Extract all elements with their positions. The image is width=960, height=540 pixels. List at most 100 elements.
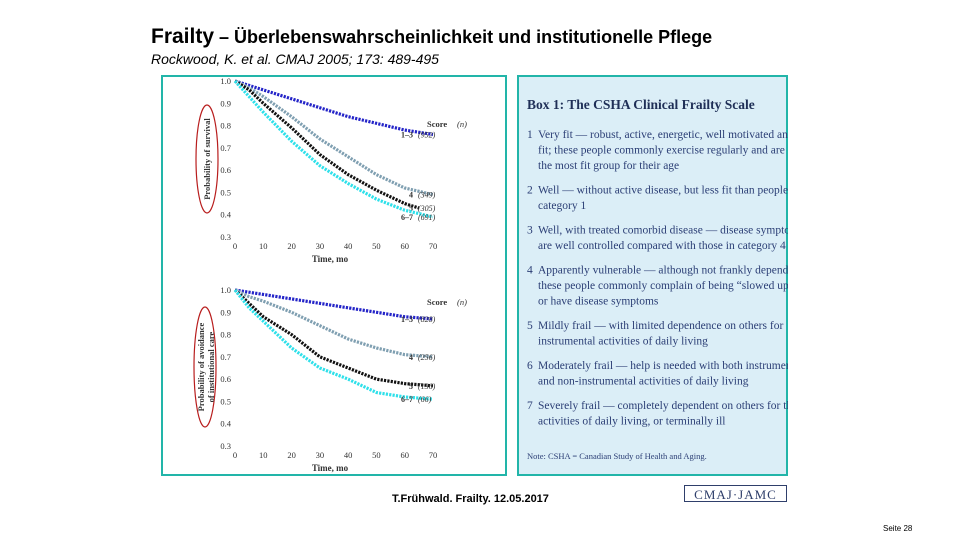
x-tick-label: 60 [400,241,409,251]
y-tick-label: 0.3 [220,441,231,451]
y-axis-label-line: Probability of avoidance [196,322,206,411]
legend-n: (n) [457,297,467,307]
series-line-4 [234,288,434,359]
y-tick-label: 0.9 [220,98,231,108]
series-n: (136) [418,382,436,391]
box-item-text: Apparently vulnerable — although not fra… [538,265,788,277]
x-tick-label: 40 [344,450,353,460]
box-item-number: 4 [527,265,533,277]
box-item-number: 3 [527,225,533,237]
figure-svg: Box 1: The CSHA Clinical Frailty Scale 1 V… [161,75,805,476]
series-line-1–3 [234,79,434,137]
series-label: 4 [409,191,413,200]
y-tick-label: 1.0 [220,285,231,295]
legend-title: Score [427,297,447,307]
citation: Rockwood, K. et al. CMAJ 2005; 173: 489-… [151,51,439,67]
x-tick-label: 10 [259,450,268,460]
box-item-number: 7 [527,400,533,412]
series-n: (952) [418,130,436,139]
y-tick-label: 0.6 [220,374,231,384]
series-n: (256) [418,353,436,362]
x-tick-label: 20 [287,450,296,460]
y-axis-label-line: of institutional care [206,331,216,402]
y-tick-label: 0.5 [220,187,231,197]
box-item-number: 1 [527,129,533,141]
series-n: (828) [418,315,436,324]
box-item-text: these people commonly complain of being … [538,280,788,292]
x-tick-label: 50 [372,241,381,251]
x-tick-label: 20 [287,241,296,251]
x-tick-label: 30 [316,450,325,460]
series-line-5 [234,79,420,210]
x-tick-label: 50 [372,450,381,460]
footer-text: T.Frühwald. Frailty. 12.05.2017 [392,493,549,505]
box-item-text: Very fit — robust, active, energetic, we… [538,129,788,141]
box-item-text: Severely frail — completely dependent on… [538,400,788,412]
y-tick-label: 0.7 [220,352,231,362]
box-item-text: activities of daily living, or terminall… [538,416,725,428]
title-rest: – Überlebenswahrscheinlichkeit und insti… [214,27,713,47]
series-label: 6–7 [401,395,413,404]
series-label: 6–7 [401,213,413,222]
x-axis-label: Time, mo [312,463,349,473]
box-item-text: Mildly frail — with limited dependence o… [538,320,783,332]
x-tick-label: 60 [400,450,409,460]
cmaj-logo: CMAJ·JAMC [684,485,787,502]
series-n: (349) [418,191,436,200]
y-axis-label: Probability of avoidanceof institutional… [196,322,216,411]
box-item-number: 5 [527,320,533,332]
y-axis-label: Probability of survival [202,118,212,200]
slide-title: Frailty – Überlebenswahrscheinlichkeit u… [151,25,712,49]
x-tick-label: 10 [259,241,268,251]
chart-1: 0.3 0.4 0.5 0.6 0.7 0.8 0.9 1.0 0 10 20 30 40 50 60 70 T… [195,76,467,264]
series-n: (691) [418,213,436,222]
series-line-4 [234,79,434,197]
box-item-text: Well — without active disease, but less … [538,185,788,197]
box-item-text: the most fit group for their age [538,160,679,172]
x-axis-label: Time, mo [312,254,349,264]
x-tick-label: 0 [233,450,237,460]
y-tick-label: 0.3 [220,232,231,242]
box-item-text: Moderately frail — help is needed with b… [538,360,788,372]
box-item-text: or have disease symptoms [538,296,659,308]
box-item-text: instrumental activities of daily living [538,336,708,348]
box-item-text: are well controlled compared with those … [538,240,786,252]
x-tick-label: 70 [429,450,438,460]
series-label: 1–3 [401,315,413,324]
series-label: 1–3 [401,130,413,139]
title-bold: Frailty [151,25,215,48]
page-number: Seite 28 [883,524,913,533]
y-tick-label: 0.8 [220,330,231,340]
frailty-scale-box: Box 1: The CSHA Clinical Frailty Scale 1 V… [527,97,805,461]
figure: Box 1: The CSHA Clinical Frailty Scale 1 V… [161,75,805,476]
y-tick-label: 0.7 [220,143,231,153]
series-label: 4 [409,353,413,362]
box-item-number: 6 [527,360,533,372]
y-label-oval [193,306,217,428]
x-tick-label: 40 [344,241,353,251]
y-tick-label: 0.6 [220,165,231,175]
y-tick-label: 0.4 [220,419,231,429]
box-item-text: Well, with treated comorbid disease — di… [538,225,788,237]
x-tick-label: 70 [429,241,438,251]
series-label: 5 [409,204,413,213]
y-tick-label: 0.9 [220,307,231,317]
y-label-oval [195,104,219,214]
box-item-text: category 1 [538,200,586,212]
y-tick-label: 0.8 [220,121,231,131]
series-n: (66) [418,395,432,404]
charts-frame [161,75,507,476]
chart-2: 0.3 0.4 0.5 0.6 0.7 0.8 0.9 1.0 0 10 20 30 40 50 60 70 T… [193,285,467,473]
series-label: 5 [409,382,413,391]
x-tick-label: 30 [316,241,325,251]
box-item-text: and non-instrumental activities of daily… [538,376,749,388]
legend-n: (n) [457,119,467,129]
series-line-1–3 [234,288,434,321]
series-line-6–7 [233,79,434,219]
x-tick-label: 0 [233,241,237,251]
box-title: Box 1: The CSHA Clinical Frailty Scale [527,97,755,112]
y-tick-label: 1.0 [220,76,231,86]
series-line-5 [233,288,434,388]
legend-title: Score [427,119,447,129]
series-line-6–7 [233,289,434,401]
